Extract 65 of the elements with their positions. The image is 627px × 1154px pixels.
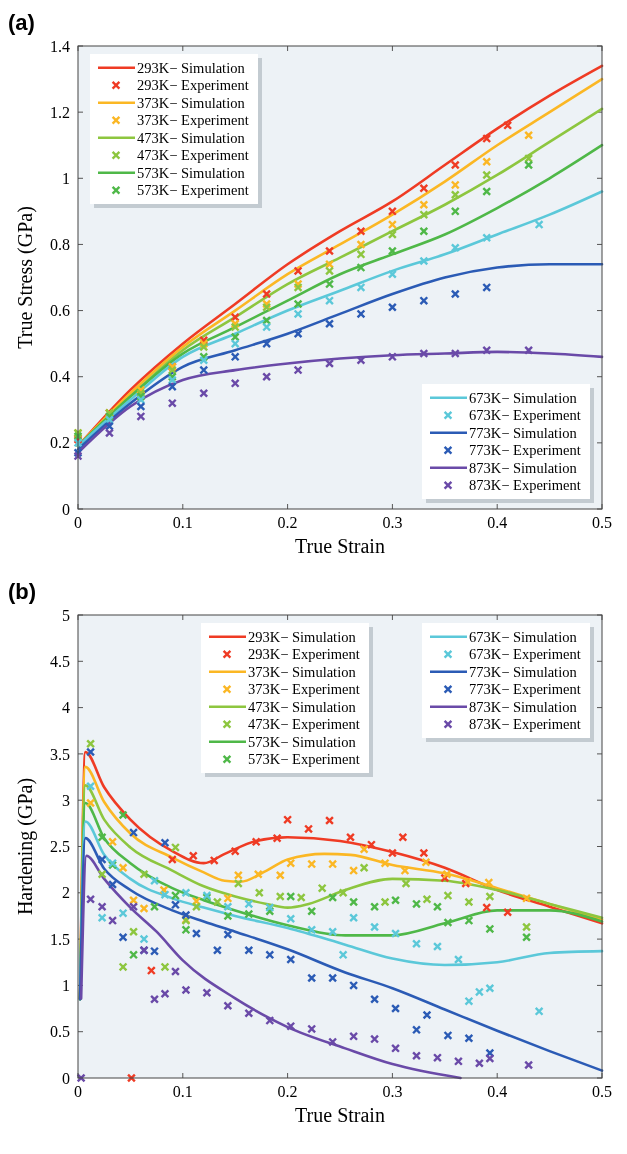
y-tick-label: 3.5 bbox=[50, 745, 70, 763]
y-tick-label: 1.5 bbox=[50, 930, 70, 948]
y-axis-title: Hardening (GPa) bbox=[14, 777, 37, 916]
x-tick-label: 0.1 bbox=[172, 514, 193, 531]
y-tick-label: 0 bbox=[62, 500, 70, 518]
legend-label: 873K− Simulation bbox=[469, 459, 578, 476]
y-tick-label: 1.4 bbox=[50, 37, 70, 55]
y-tick-label: 0.5 bbox=[50, 1023, 70, 1041]
y-tick-label: 5 bbox=[62, 606, 70, 624]
legend-label: 773K− Experiment bbox=[469, 681, 581, 698]
y-tick-label: 1 bbox=[62, 169, 70, 187]
legend-label: 573K− Simulation bbox=[248, 733, 357, 750]
x-tick-label: 0.2 bbox=[277, 1083, 298, 1100]
y-axis-title: True Stress (GPa) bbox=[14, 206, 37, 349]
y-tick-label: 2 bbox=[62, 884, 70, 902]
y-tick-label: 0.4 bbox=[50, 368, 70, 386]
legend-label: 773K− Experiment bbox=[469, 442, 581, 459]
y-tick-label: 4 bbox=[62, 699, 70, 717]
legend-label: 373K− Simulation bbox=[248, 663, 357, 680]
x-tick-label: 0 bbox=[74, 1083, 82, 1100]
legend-label: 673K− Experiment bbox=[469, 646, 581, 663]
y-tick-label: 3 bbox=[62, 791, 70, 809]
x-tick-label: 0.2 bbox=[277, 514, 298, 531]
legend-label: 673K− Simulation bbox=[469, 389, 578, 406]
legend-label: 473K− Simulation bbox=[248, 698, 357, 715]
x-tick-label: 0.4 bbox=[487, 514, 508, 531]
y-tick-label: 2.5 bbox=[50, 838, 70, 856]
legend-label: 873K− Experiment bbox=[469, 477, 581, 494]
legend-label: 373K− Simulation bbox=[137, 94, 246, 111]
legend-label: 873K− Experiment bbox=[469, 716, 581, 733]
y-tick-label: 0 bbox=[62, 1069, 70, 1087]
x-tick-label: 0.1 bbox=[172, 1083, 193, 1100]
legend-label: 673K− Simulation bbox=[469, 628, 578, 645]
legend-label: 573K− Simulation bbox=[137, 164, 246, 181]
legend-label: 293K− Simulation bbox=[248, 628, 357, 645]
x-tick-label: 0.5 bbox=[592, 514, 612, 531]
legend-label: 673K− Experiment bbox=[469, 407, 581, 424]
legend-label: 373K− Experiment bbox=[248, 681, 360, 698]
x-axis-title: True Strain bbox=[295, 535, 385, 557]
chart-title: (b) bbox=[8, 579, 37, 604]
y-tick-label: 1 bbox=[62, 977, 70, 994]
legend-label: 473K− Experiment bbox=[137, 147, 249, 164]
x-tick-label: 0.4 bbox=[487, 1083, 508, 1100]
y-tick-label: 1.2 bbox=[50, 103, 70, 121]
legend-label: 773K− Simulation bbox=[469, 663, 578, 680]
x-tick-label: 0.3 bbox=[382, 514, 403, 531]
legend-label: 293K− Simulation bbox=[137, 59, 246, 76]
legend-label: 573K− Experiment bbox=[248, 751, 360, 768]
x-tick-label: 0 bbox=[74, 514, 82, 531]
x-tick-label: 0.3 bbox=[382, 1083, 403, 1100]
legend-label: 293K− Experiment bbox=[248, 646, 360, 663]
x-tick-label: 0.5 bbox=[592, 1083, 612, 1100]
y-tick-label: 0.2 bbox=[50, 434, 70, 452]
legend-label: 473K− Experiment bbox=[248, 716, 360, 733]
legend-label: 293K− Experiment bbox=[137, 77, 249, 94]
legend-label: 573K− Experiment bbox=[137, 182, 249, 199]
legend-label: 473K− Simulation bbox=[137, 129, 246, 146]
y-tick-label: 0.8 bbox=[50, 236, 70, 254]
legend-label: 873K− Simulation bbox=[469, 698, 578, 715]
y-tick-label: 4.5 bbox=[50, 652, 70, 670]
x-axis-title: True Strain bbox=[295, 1104, 385, 1126]
legend-label: 373K− Experiment bbox=[137, 112, 249, 129]
legend-label: 773K− Simulation bbox=[469, 424, 578, 441]
y-tick-label: 0.6 bbox=[50, 302, 70, 320]
chart-title: (a) bbox=[8, 10, 35, 35]
